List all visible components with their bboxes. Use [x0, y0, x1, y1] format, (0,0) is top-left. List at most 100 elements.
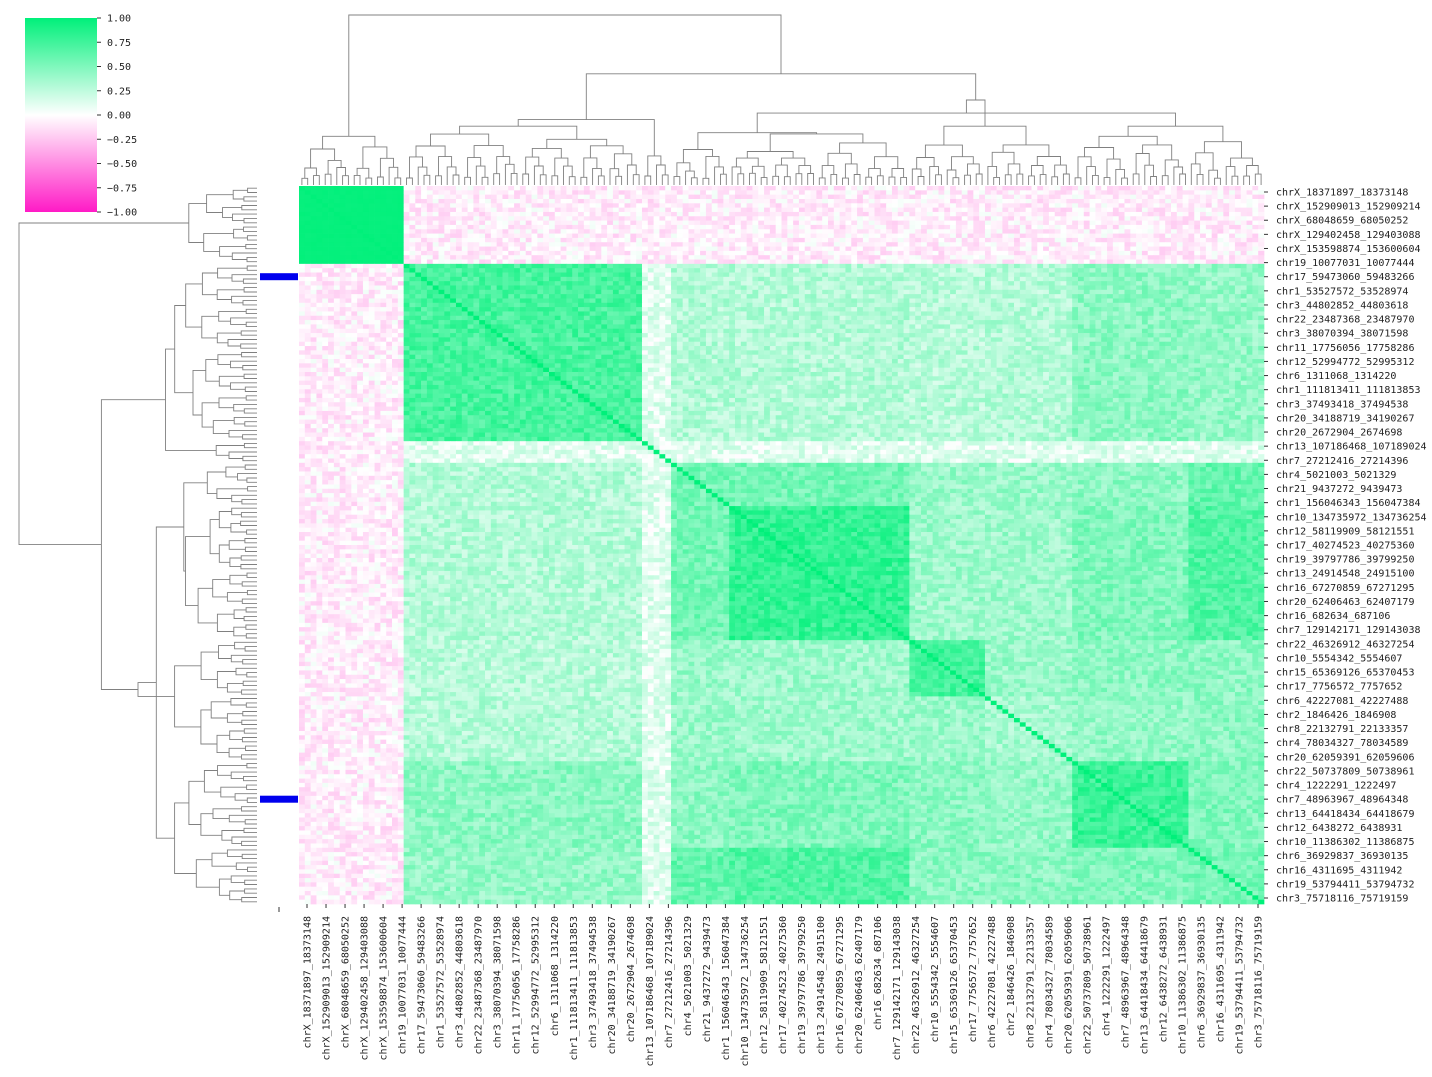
heatmap-cell — [439, 285, 445, 290]
heatmap-cell — [683, 203, 689, 208]
heatmap-cell — [938, 221, 944, 226]
heatmap-cell — [555, 264, 561, 269]
heatmap-cell — [1049, 195, 1055, 200]
heatmap-cell — [758, 290, 764, 295]
heatmap-cell — [1177, 225, 1183, 230]
heatmap-cell — [415, 290, 421, 295]
heatmap-cell — [770, 264, 776, 269]
heatmap-cell — [526, 264, 532, 269]
heatmap-cell — [834, 186, 840, 191]
heatmap-cell — [886, 203, 892, 208]
heatmap-cell — [1252, 264, 1258, 269]
row-color-strip-mark — [260, 273, 298, 280]
heatmap-cell — [305, 221, 311, 226]
heatmap-cell — [316, 260, 322, 265]
heatmap-cell — [863, 260, 869, 265]
heatmap-cell — [1119, 238, 1125, 243]
heatmap-cell — [834, 203, 840, 208]
heatmap-cell — [421, 234, 427, 239]
heatmap-cell — [962, 303, 968, 308]
heatmap-cell — [1002, 225, 1008, 230]
heatmap-cell — [700, 281, 706, 286]
heatmap-cell — [595, 273, 601, 278]
heatmap-cell — [601, 264, 607, 269]
heatmap-cell — [822, 212, 828, 217]
heatmap-cell — [473, 294, 479, 299]
heatmap-cell — [340, 285, 346, 290]
heatmap-cell — [1223, 260, 1229, 265]
heatmap-cell — [1049, 234, 1055, 239]
heatmap-cell — [1217, 273, 1223, 278]
heatmap-cell — [648, 225, 654, 230]
heatmap-cell — [776, 190, 782, 195]
heatmap-cell — [811, 199, 817, 204]
dendrogram-branch — [645, 176, 651, 185]
heatmap-cell — [729, 199, 735, 204]
heatmap-cell — [392, 294, 398, 299]
heatmap-cell — [456, 260, 462, 265]
heatmap-cell — [555, 260, 561, 265]
heatmap-cell — [299, 242, 305, 247]
heatmap-cell — [328, 190, 334, 195]
heatmap-cell — [764, 264, 770, 269]
heatmap-cell — [1136, 221, 1142, 226]
heatmap-cell — [642, 229, 648, 234]
heatmap-cell — [688, 260, 694, 265]
heatmap-cell — [1159, 225, 1165, 230]
heatmap-cell — [741, 273, 747, 278]
heatmap-cell — [1055, 281, 1061, 286]
heatmap-cell — [1130, 221, 1136, 226]
heatmap-cell — [904, 225, 910, 230]
heatmap-cell — [351, 260, 357, 265]
heatmap-cell — [299, 260, 305, 265]
heatmap-cell — [1136, 273, 1142, 278]
heatmap-cell — [363, 290, 369, 295]
heatmap-cell — [712, 212, 718, 217]
heatmap-cell — [752, 203, 758, 208]
dendrogram-branch — [222, 831, 244, 841]
heatmap-cell — [1043, 216, 1049, 221]
heatmap-cell — [543, 195, 549, 200]
heatmap-cell — [357, 290, 363, 295]
heatmap-cell — [1078, 268, 1084, 273]
heatmap-cell — [1177, 285, 1183, 290]
heatmap-cell — [718, 216, 724, 221]
heatmap-cell — [636, 247, 642, 252]
heatmap-cell — [1043, 251, 1049, 256]
heatmap-cell — [851, 242, 857, 247]
heatmap-cell — [811, 212, 817, 217]
heatmap-cell — [584, 212, 590, 217]
heatmap-cell — [409, 298, 415, 303]
dendrogram-branch — [474, 146, 503, 158]
heatmap-cell — [1206, 273, 1212, 278]
heatmap-cell — [468, 221, 474, 226]
heatmap-cell — [1217, 203, 1223, 208]
heatmap-cell — [572, 216, 578, 221]
heatmap-cell — [1043, 273, 1049, 278]
heatmap-cell — [1142, 281, 1148, 286]
heatmap-cell — [543, 229, 549, 234]
heatmap-cell — [1037, 281, 1043, 286]
heatmap-cell — [776, 290, 782, 295]
heatmap-cell — [758, 199, 764, 204]
heatmap-cell — [729, 234, 735, 239]
heatmap-cell — [369, 225, 375, 230]
heatmap-cell — [968, 221, 974, 226]
heatmap-cell — [601, 268, 607, 273]
heatmap-cell — [642, 260, 648, 265]
heatmap-cell — [764, 190, 770, 195]
heatmap-cell — [921, 260, 927, 265]
dendrogram-branch — [662, 175, 668, 185]
dendrogram-branch — [245, 889, 257, 893]
heatmap-cell — [671, 251, 677, 256]
heatmap-cell — [444, 229, 450, 234]
heatmap-cell — [520, 208, 526, 213]
heatmap-cell — [1258, 273, 1264, 278]
heatmap-cell — [927, 234, 933, 239]
heatmap-cell — [892, 225, 898, 230]
heatmap-cell — [776, 251, 782, 256]
heatmap-cell — [793, 255, 799, 260]
heatmap-cell — [311, 186, 317, 191]
heatmap-cell — [950, 229, 956, 234]
heatmap-cell — [607, 208, 613, 213]
